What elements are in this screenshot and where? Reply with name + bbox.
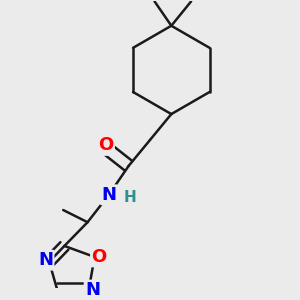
Text: O: O [92, 248, 107, 266]
Text: N: N [101, 186, 116, 204]
Text: O: O [98, 136, 113, 154]
Text: H: H [124, 190, 136, 205]
Text: N: N [38, 251, 53, 269]
Text: N: N [85, 281, 100, 299]
